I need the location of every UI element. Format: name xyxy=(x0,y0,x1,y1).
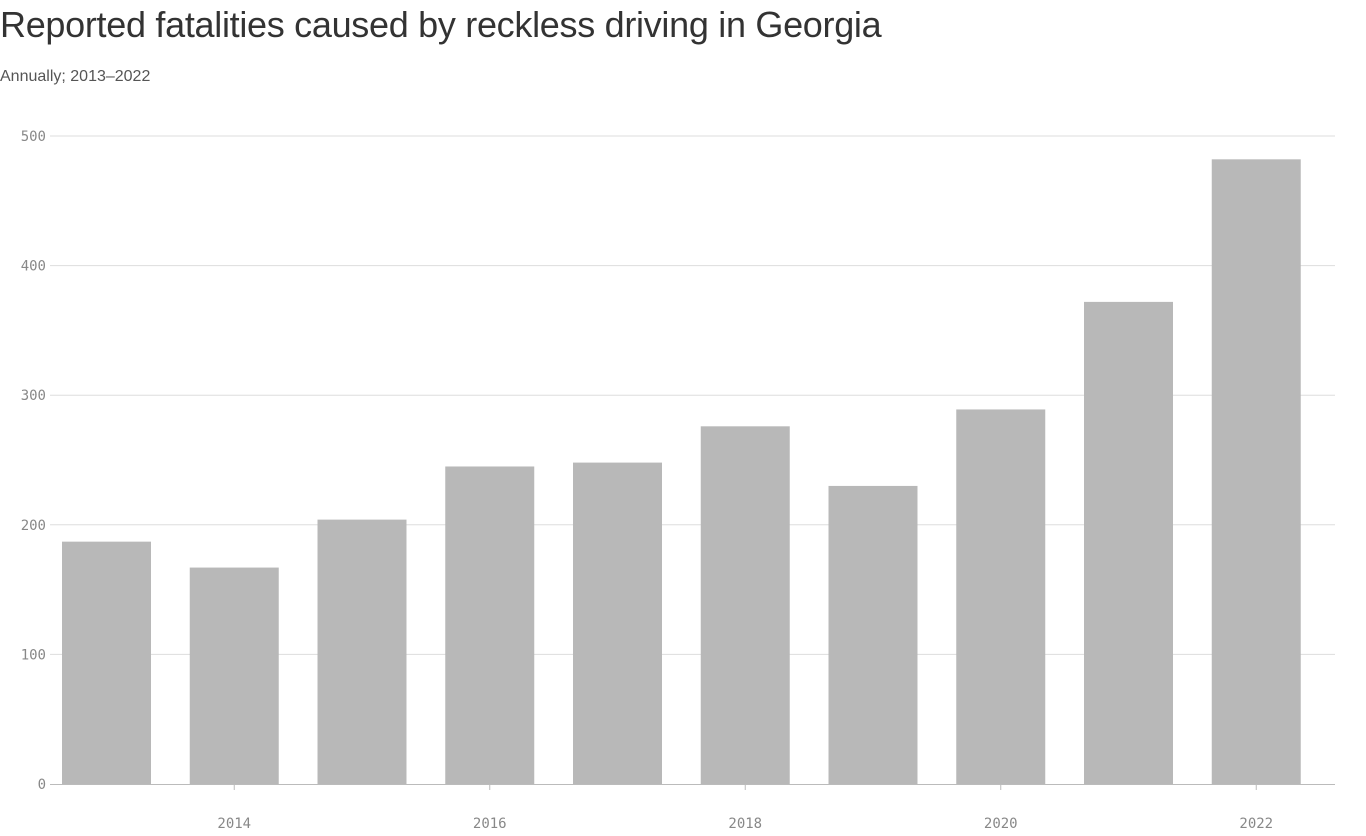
y-tick-label: 300 xyxy=(21,388,46,404)
bar-2016 xyxy=(445,466,535,784)
y-tick-label: 0 xyxy=(38,777,46,793)
bar-2022 xyxy=(1211,159,1301,784)
bar-2017 xyxy=(573,462,662,784)
bar-2020 xyxy=(956,409,1046,784)
x-tick-label: 2018 xyxy=(728,816,762,832)
x-tick-label: 2014 xyxy=(217,816,251,832)
x-tick-label: 2020 xyxy=(984,816,1018,832)
x-tick-label: 2016 xyxy=(473,816,507,832)
y-tick-label: 500 xyxy=(21,129,46,145)
bar-2019 xyxy=(828,485,918,784)
chart-title: Reported fatalities caused by reckless d… xyxy=(0,4,882,45)
bar-2013 xyxy=(62,541,151,784)
chart-subtitle: Annually; 2013–2022 xyxy=(0,68,151,85)
bar-2021 xyxy=(1084,301,1173,784)
y-tick-label: 100 xyxy=(21,647,46,663)
y-tick-label: 400 xyxy=(21,259,46,275)
bar-2018 xyxy=(700,426,790,784)
bar-2015 xyxy=(317,519,407,784)
y-tick-label: 200 xyxy=(21,518,46,534)
bar-2014 xyxy=(189,567,279,784)
x-tick-label: 2022 xyxy=(1239,816,1273,832)
